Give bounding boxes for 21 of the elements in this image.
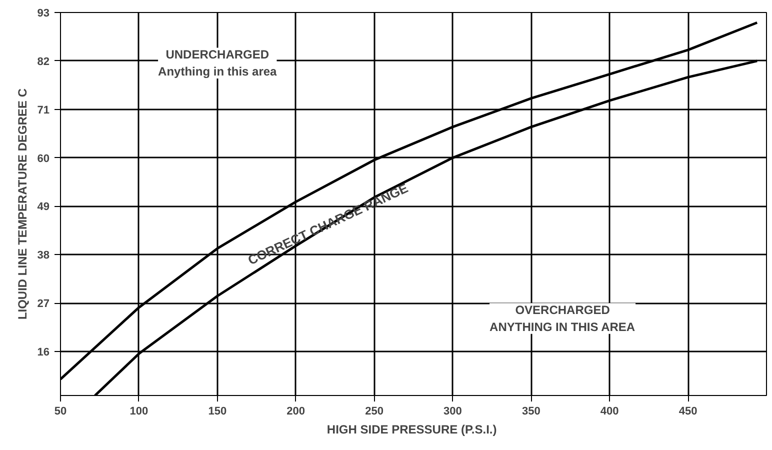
y-axis-title: LIQUID LINE TEMPERATURE DEGREE C	[15, 88, 30, 320]
x-tick-label: 150	[208, 406, 227, 418]
y-tick-label: 38	[37, 250, 50, 262]
x-tick-label: 400	[600, 406, 619, 418]
x-tick-label: 50	[54, 406, 67, 418]
y-tick-label: 82	[37, 56, 50, 68]
x-tick-label: 300	[444, 406, 462, 418]
y-tick-label: 16	[37, 346, 50, 358]
y-tick-label: 49	[37, 201, 50, 214]
y-tick-label: 60	[37, 152, 50, 165]
annotation: UNDERCHARGED Anything in this area	[158, 48, 278, 79]
x-tick-label: 350	[522, 406, 540, 418]
x-axis-title: HIGH SIDE PRESSURE (P.S.I.)	[326, 422, 497, 436]
annotation: OVERCHARGED ANYTHING IN THIS AREA	[490, 303, 636, 334]
y-tick-label: 93	[37, 8, 50, 20]
y-tick-label: 71	[37, 104, 50, 116]
x-tick-label: 100	[130, 406, 148, 418]
x-tick-label: 250	[365, 406, 384, 418]
x-tick-label: 450	[678, 406, 698, 418]
x-tick-label: 200	[286, 406, 306, 418]
y-tick-label: 27	[37, 298, 50, 310]
